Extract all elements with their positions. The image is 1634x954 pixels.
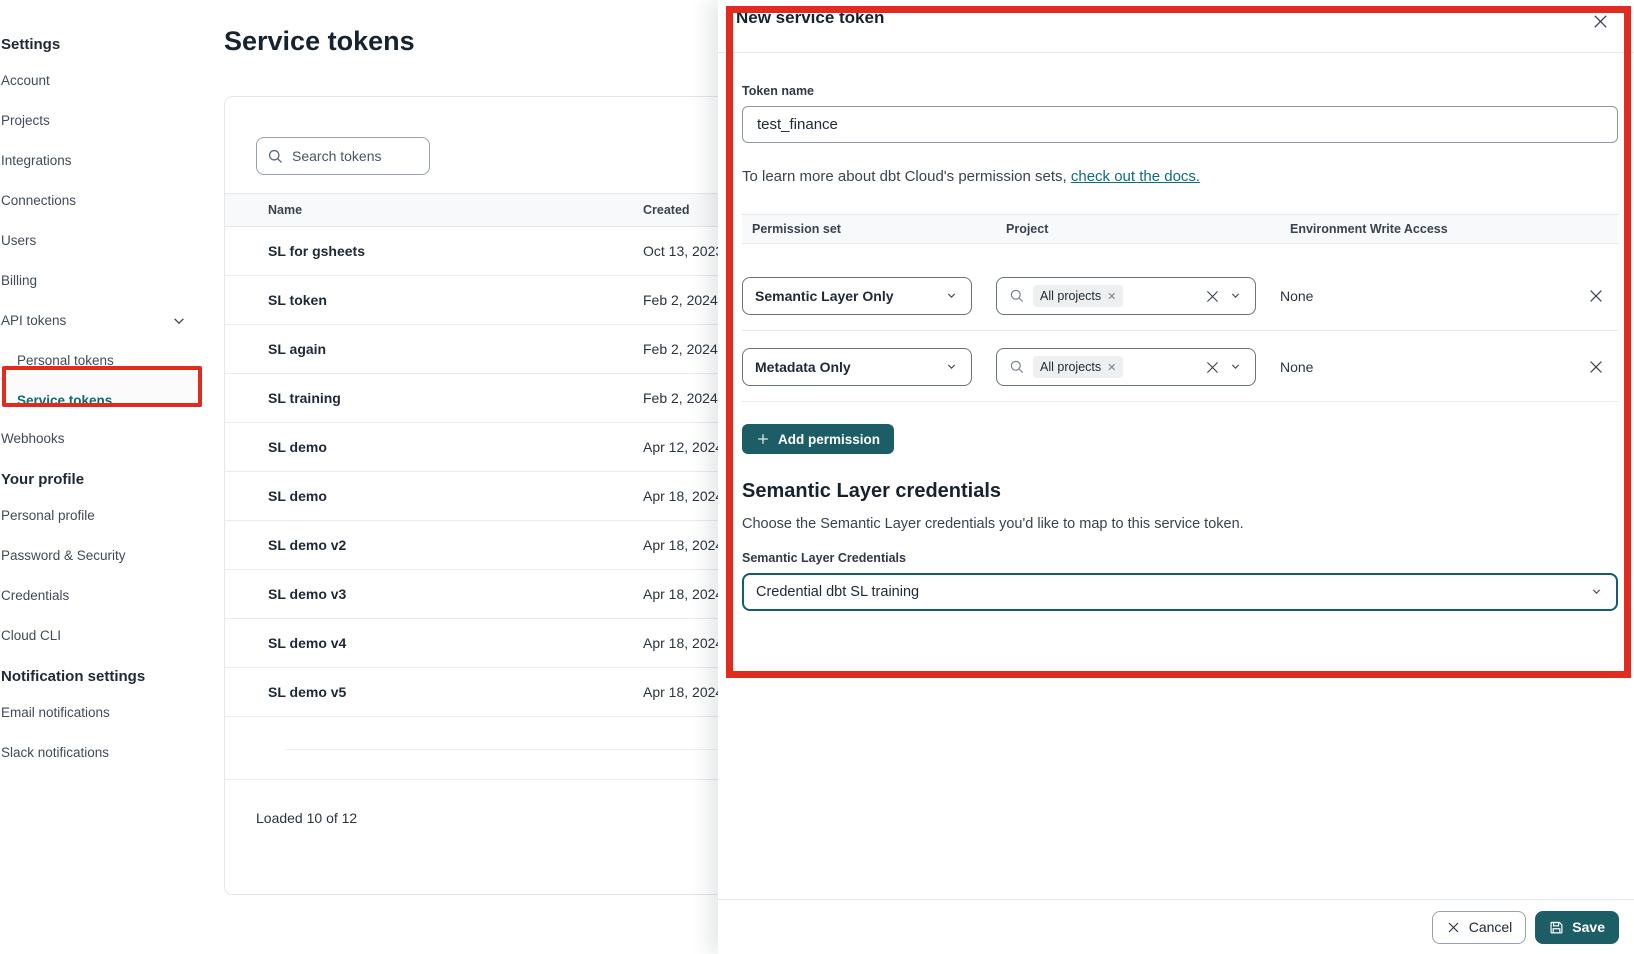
sidebar-item-email-notifications[interactable]: Email notifications [1, 705, 110, 720]
token-name: SL demo v2 [225, 520, 643, 570]
permissions-table: Permission set Project Environment Write… [742, 214, 1618, 402]
chevron-down-icon[interactable] [1229, 360, 1243, 374]
permission-set-select[interactable]: Semantic Layer Only [742, 277, 972, 315]
token-name: SL demo v3 [225, 569, 643, 619]
plus-icon [756, 432, 770, 446]
x-icon [1446, 920, 1461, 935]
search-icon [1009, 359, 1025, 375]
clear-projects-icon[interactable] [1204, 288, 1221, 305]
settings-heading: Settings [1, 36, 61, 53]
chevron-down-icon [172, 314, 186, 328]
permission-row: Metadata Only All projects ✕ [742, 331, 1618, 402]
search-icon [267, 148, 284, 165]
token-name: SL demo [225, 471, 643, 521]
token-name: SL again [225, 324, 643, 374]
token-name: SL token [225, 275, 643, 325]
new-service-token-drawer: New service token Token name To learn mo… [718, 0, 1634, 954]
profile-heading: Your profile [1, 471, 85, 488]
cancel-label: Cancel [1468, 919, 1513, 935]
sl-credentials-label: Semantic Layer Credentials [742, 551, 906, 565]
permission-set-value: Metadata Only [755, 359, 851, 375]
env-write-access-value: None [1280, 288, 1314, 304]
settings-sidebar: Settings Account Projects Integrations C… [0, 0, 212, 954]
save-button[interactable]: Save [1535, 910, 1619, 944]
project-chip-label: All projects [1040, 360, 1102, 374]
chip-remove-icon[interactable]: ✕ [1107, 361, 1117, 374]
sidebar-item-account[interactable]: Account [1, 73, 50, 88]
permissions-header-row: Permission set Project Environment Write… [742, 214, 1618, 244]
semantic-layer-heading: Semantic Layer credentials [742, 480, 1002, 502]
drawer-title: New service token [736, 8, 885, 27]
perm-col-project: Project [1006, 222, 1049, 236]
token-name-field[interactable] [742, 106, 1618, 143]
cancel-button[interactable]: Cancel [1431, 910, 1527, 944]
sidebar-item-webhooks[interactable]: Webhooks [1, 431, 65, 446]
token-name: SL demo [225, 422, 643, 472]
sidebar-item-personal-tokens[interactable]: Personal tokens [17, 353, 114, 368]
search-icon [1009, 288, 1025, 304]
chevron-down-icon [945, 360, 959, 374]
notification-group: Notification settings Email notification… [1, 668, 212, 760]
save-icon [1549, 920, 1564, 935]
permission-set-select[interactable]: Metadata Only [742, 348, 972, 386]
chevron-down-icon [945, 289, 959, 303]
project-multiselect[interactable]: All projects ✕ [996, 348, 1256, 386]
sidebar-item-projects[interactable]: Projects [1, 113, 50, 128]
chevron-down-icon[interactable] [1229, 289, 1243, 303]
loaded-count-note: Loaded 10 of 12 [256, 810, 358, 826]
docs-line: To learn more about dbt Cloud's permissi… [742, 168, 1618, 185]
profile-group: Your profile Personal profile Password &… [1, 471, 212, 643]
column-header-name: Name [268, 203, 303, 217]
perm-col-set: Permission set [752, 222, 841, 236]
search-tokens-box[interactable] [256, 137, 430, 175]
sidebar-item-cloud-cli[interactable]: Cloud CLI [1, 628, 62, 643]
permission-set-value: Semantic Layer Only [755, 288, 894, 304]
env-write-access-value: None [1280, 359, 1314, 375]
sl-credentials-value: Credential dbt SL training [756, 584, 920, 600]
sl-credentials-select[interactable]: Credential dbt SL training [742, 573, 1618, 611]
add-permission-button[interactable]: Add permission [742, 424, 895, 454]
permission-row: Semantic Layer Only All projects ✕ [742, 244, 1618, 331]
project-chip: All projects ✕ [1033, 285, 1124, 307]
chevron-down-icon [1590, 585, 1604, 599]
token-name: SL for gsheets [225, 226, 643, 276]
sidebar-item-users[interactable]: Users [1, 233, 37, 248]
drawer-header: New service token [718, 0, 1634, 53]
drawer-body: Token name To learn more about dbt Cloud… [718, 84, 1634, 611]
sidebar-item-password-security[interactable]: Password & Security [1, 548, 126, 563]
sidebar-item-service-tokens[interactable]: Service tokens [17, 393, 113, 408]
perm-col-env: Environment Write Access [1290, 222, 1448, 236]
sidebar-item-integrations[interactable]: Integrations [1, 153, 72, 168]
api-tokens-label: API tokens [1, 313, 67, 328]
docs-text: To learn more about dbt Cloud's permissi… [742, 168, 1071, 185]
close-icon[interactable] [1587, 8, 1614, 35]
project-multiselect[interactable]: All projects ✕ [996, 277, 1256, 315]
sidebar-item-api-tokens[interactable]: API tokens [1, 313, 212, 328]
docs-link[interactable]: check out the docs. [1070, 168, 1201, 185]
sidebar-item-billing[interactable]: Billing [1, 273, 38, 288]
column-header-created: Created [643, 203, 690, 217]
search-input[interactable] [292, 148, 412, 164]
token-name-label: Token name [742, 84, 815, 98]
token-name: SL demo v4 [225, 618, 643, 668]
add-permission-label: Add permission [778, 431, 881, 447]
remove-permission-icon[interactable] [1574, 287, 1618, 305]
save-label: Save [1572, 919, 1605, 935]
notification-heading: Notification settings [1, 668, 146, 685]
project-chip: All projects ✕ [1033, 356, 1124, 378]
drawer-footer: Cancel Save [718, 899, 1634, 954]
sidebar-item-credentials[interactable]: Credentials [1, 588, 70, 603]
clear-projects-icon[interactable] [1204, 359, 1221, 376]
sidebar-item-slack-notifications[interactable]: Slack notifications [1, 745, 110, 760]
sidebar-item-connections[interactable]: Connections [1, 193, 77, 208]
token-name: SL demo v5 [225, 667, 643, 717]
semantic-layer-description: Choose the Semantic Layer credentials yo… [742, 516, 1244, 532]
project-chip-label: All projects [1040, 289, 1102, 303]
chip-remove-icon[interactable]: ✕ [1107, 290, 1117, 303]
page-title: Service tokens [224, 26, 415, 56]
remove-permission-icon[interactable] [1574, 358, 1618, 376]
token-name: SL training [225, 373, 643, 423]
sidebar-item-personal-profile[interactable]: Personal profile [1, 508, 95, 523]
